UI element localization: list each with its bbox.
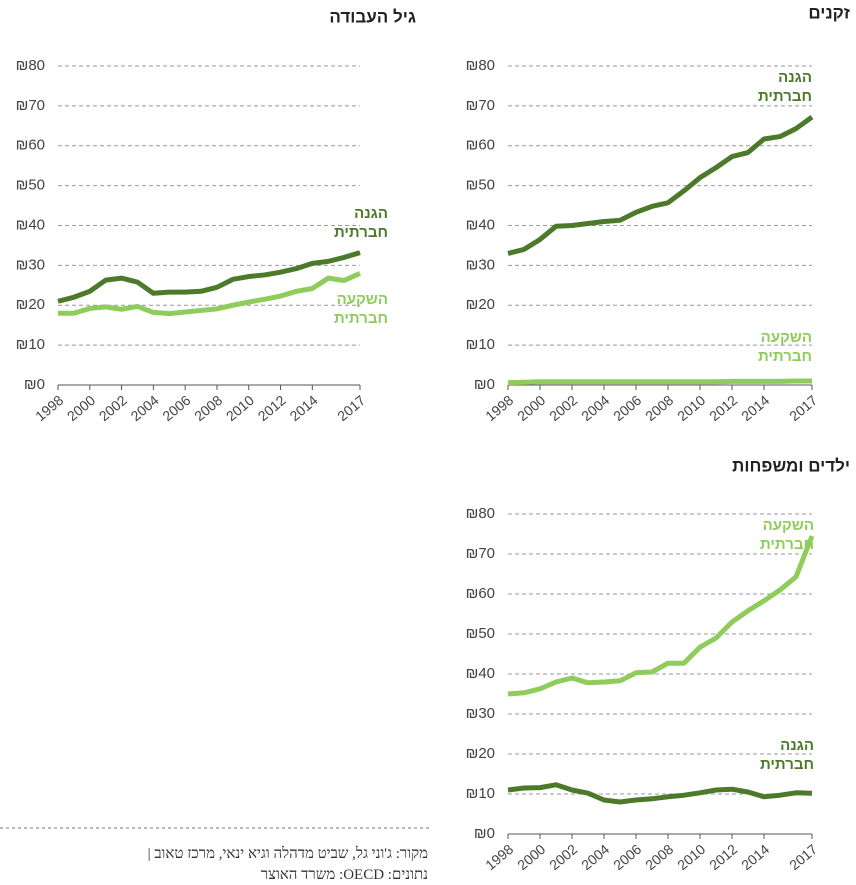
x-tick-label: 2006 bbox=[159, 392, 193, 424]
x-tick-label: 2006 bbox=[610, 841, 644, 873]
x-tick-label: 2017 bbox=[786, 841, 820, 873]
x-tick-label: 2000 bbox=[514, 841, 548, 873]
y-tick-label: ₪30 bbox=[16, 256, 45, 273]
y-tick-label: ₪10 bbox=[466, 785, 495, 802]
x-tick-label: 2010 bbox=[223, 392, 257, 424]
footer-data: נתונים: OECD: משרד האוצר bbox=[260, 867, 428, 883]
y-tick-label: ₪0 bbox=[474, 825, 495, 842]
x-tick-label: 2017 bbox=[334, 392, 368, 424]
series-label: השקעה חברתית bbox=[757, 329, 812, 365]
y-tick-label: ₪60 bbox=[466, 585, 495, 602]
x-tick-label: 2000 bbox=[514, 392, 548, 424]
x-tick-label: 1998 bbox=[482, 841, 516, 873]
y-tick-label: ₪20 bbox=[16, 296, 45, 313]
y-tick-label: ₪40 bbox=[466, 216, 495, 233]
chart-title: ילדים ומשפחות bbox=[732, 456, 850, 475]
x-tick-label: 2000 bbox=[64, 392, 98, 424]
x-tick-label: 2008 bbox=[642, 392, 676, 424]
y-tick-label: ₪80 bbox=[466, 57, 495, 74]
y-tick-label: ₪20 bbox=[466, 296, 495, 313]
series-line bbox=[507, 115, 814, 256]
x-tick-label: 2014 bbox=[738, 841, 772, 873]
y-tick-label: ₪0 bbox=[474, 376, 495, 393]
y-tick-label: ₪20 bbox=[466, 745, 495, 762]
y-tick-label: ₪10 bbox=[16, 336, 45, 353]
y-tick-label: ₪40 bbox=[16, 216, 45, 233]
x-tick-label: 2010 bbox=[674, 841, 708, 873]
y-tick-label: ₪30 bbox=[466, 705, 495, 722]
x-tick-label: 2002 bbox=[546, 392, 580, 424]
chart-title: גיל העבודה bbox=[329, 7, 416, 26]
y-tick-label: ₪30 bbox=[466, 256, 495, 273]
y-tick-label: ₪80 bbox=[16, 57, 45, 74]
x-tick-label: 2002 bbox=[546, 841, 580, 873]
x-tick-label: 2014 bbox=[286, 392, 320, 424]
x-tick-label: 1998 bbox=[32, 392, 66, 424]
y-tick-label: ₪70 bbox=[466, 545, 495, 562]
x-tick-label: 2004 bbox=[578, 392, 612, 424]
series-label: הגנה חברתית bbox=[757, 69, 812, 105]
y-tick-label: ₪70 bbox=[466, 97, 495, 114]
series-label: השקעה חברתית bbox=[333, 291, 388, 327]
x-tick-label: 2010 bbox=[674, 392, 708, 424]
x-tick-label: 2004 bbox=[578, 841, 612, 873]
x-tick-label: 2014 bbox=[738, 392, 772, 424]
x-tick-label: 2004 bbox=[128, 392, 162, 424]
x-tick-label: 1998 bbox=[482, 392, 516, 424]
y-tick-label: ₪0 bbox=[24, 376, 45, 393]
series-label: הגנה חברתית bbox=[333, 205, 388, 241]
series-label: הגנה חברתית bbox=[759, 737, 814, 773]
x-tick-label: 2008 bbox=[642, 841, 676, 873]
y-tick-label: ₪60 bbox=[16, 137, 45, 154]
footer-source: מקור: ג'וני גל, שביט מדהלה וגיא ינאי, מר… bbox=[147, 846, 428, 862]
y-tick-label: ₪10 bbox=[466, 336, 495, 353]
series-line bbox=[58, 271, 362, 317]
series-line bbox=[507, 782, 813, 805]
chart-title: זקנים bbox=[808, 3, 850, 22]
series-line bbox=[507, 378, 812, 386]
y-tick-label: ₪60 bbox=[466, 137, 495, 154]
y-tick-label: ₪70 bbox=[16, 97, 45, 114]
x-tick-label: 2012 bbox=[706, 392, 740, 424]
series-label: השקעה חברתית bbox=[759, 517, 814, 553]
y-tick-label: ₪50 bbox=[16, 177, 45, 194]
y-tick-label: ₪50 bbox=[466, 625, 495, 642]
y-tick-label: ₪50 bbox=[466, 177, 495, 194]
x-tick-label: 2012 bbox=[255, 392, 289, 424]
series-line bbox=[507, 535, 815, 697]
x-tick-label: 2008 bbox=[191, 392, 225, 424]
x-tick-label: 2006 bbox=[610, 392, 644, 424]
y-tick-label: ₪40 bbox=[466, 665, 495, 682]
series-line bbox=[57, 250, 361, 304]
x-tick-label: 2002 bbox=[96, 392, 130, 424]
x-tick-label: 2012 bbox=[706, 841, 740, 873]
x-tick-label: 2017 bbox=[786, 392, 820, 424]
y-tick-label: ₪80 bbox=[466, 505, 495, 522]
